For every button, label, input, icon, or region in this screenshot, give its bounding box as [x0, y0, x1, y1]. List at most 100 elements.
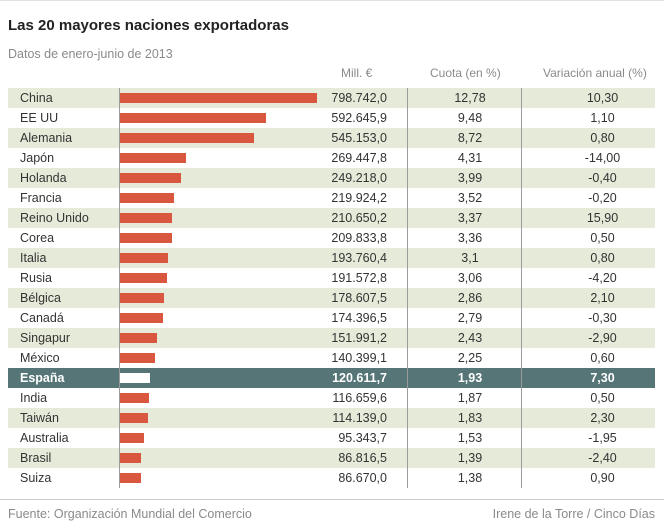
header-change: Variación anual (%): [543, 66, 647, 80]
annual-change-value: 0,80: [590, 131, 615, 145]
share-value: 1,39: [457, 451, 483, 465]
footer-divider: [0, 499, 664, 500]
annual-change-value: -1,95: [588, 431, 617, 445]
country-label: China: [20, 91, 53, 105]
export-bar: [120, 253, 168, 263]
share-value: 2,43: [457, 331, 483, 345]
share-value: 9,48: [457, 111, 483, 125]
export-value: 798.742,0: [331, 91, 387, 105]
export-value: 545.153,0: [331, 131, 387, 145]
country-label: Australia: [20, 431, 69, 445]
country-label: España: [20, 371, 65, 385]
annual-change-value: 1,10: [590, 111, 615, 125]
share-value: 1,83: [457, 411, 483, 425]
export-value: 86.816,5: [338, 451, 387, 465]
chart-title: Las 20 mayores naciones exportadoras: [8, 17, 289, 34]
table-row: Francia 219.924,2 3,52 -0,20: [8, 188, 655, 208]
export-bar: [120, 133, 254, 143]
annual-change-value: -0,30: [588, 311, 617, 325]
export-value: 592.645,9: [331, 111, 387, 125]
table-row: México 140.399,1 2,25 0,60: [8, 348, 655, 368]
share-value: 1,53: [457, 431, 483, 445]
export-bar: [120, 93, 317, 103]
country-label: Japón: [20, 151, 55, 165]
export-bar: [120, 273, 167, 283]
country-label: Holanda: [20, 171, 67, 185]
share-value: 1,38: [457, 471, 483, 485]
table-row: Taiwán 114.139,0 1,83 2,30: [8, 408, 655, 428]
table-row: EE UU 592.645,9 9,48 1,10: [8, 108, 655, 128]
column-divider-share: [521, 88, 522, 488]
export-value: 116.659,6: [332, 391, 387, 405]
share-value: 3,36: [457, 231, 483, 245]
export-bar: [120, 393, 149, 403]
export-bar: [120, 173, 181, 183]
export-bar: [120, 313, 163, 323]
country-label: Alemania: [20, 131, 73, 145]
export-bar: [120, 413, 148, 423]
share-value: 1,87: [457, 391, 483, 405]
export-value: 209.833,8: [331, 231, 387, 245]
table-row: Singapur 151.991,2 2,43 -2,90: [8, 328, 655, 348]
export-bar: [120, 353, 155, 363]
annual-change-value: 2,30: [590, 411, 615, 425]
table-row: China 798.742,0 12,78 10,30: [8, 88, 655, 108]
annual-change-value: -14,00: [584, 151, 621, 165]
table-row: Rusia 191.572,8 3,06 -4,20: [8, 268, 655, 288]
country-label: Italia: [20, 251, 47, 265]
exporters-table: China 798.742,0 12,78 10,30 EE UU 592.645,9 9,…: [8, 88, 655, 488]
share-value: 3,99: [457, 171, 483, 185]
credit-note: Irene de la Torre / Cinco Días: [492, 507, 655, 521]
table-row: Italia 193.760,4 3,1 0,80: [8, 248, 655, 268]
annual-change-value: 0,60: [590, 351, 615, 365]
annual-change-value: 0,90: [590, 471, 615, 485]
export-value: 193.760,4: [331, 251, 387, 265]
export-bar: [120, 373, 150, 383]
export-bar: [120, 473, 141, 483]
country-label: India: [20, 391, 48, 405]
export-value: 174.396,5: [331, 311, 387, 325]
share-value: 4,31: [457, 151, 483, 165]
table-row: Canadá 174.396,5 2,79 -0,30: [8, 308, 655, 328]
annual-change-value: -4,20: [588, 271, 617, 285]
share-value: 3,1: [461, 251, 479, 265]
table-row: Suiza 86.670,0 1,38 0,90: [8, 468, 655, 488]
share-value: 12,78: [454, 91, 486, 105]
share-value: 2,79: [457, 311, 483, 325]
column-divider-value: [407, 88, 408, 488]
annual-change-value: -0,20: [588, 191, 617, 205]
annual-change-value: -0,40: [588, 171, 617, 185]
export-value: 86.670,0: [338, 471, 387, 485]
annual-change-value: 7,30: [590, 371, 615, 385]
country-label: Brasil: [20, 451, 52, 465]
export-bar: [120, 213, 172, 223]
top-divider: [0, 0, 664, 1]
export-value: 249.218,0: [331, 171, 387, 185]
country-label: Francia: [20, 191, 62, 205]
export-bar: [120, 153, 186, 163]
country-label: México: [20, 351, 60, 365]
table-row: Alemania 545.153,0 8,72 0,80: [8, 128, 655, 148]
source-note: Fuente: Organización Mundial del Comerci…: [8, 507, 252, 521]
column-divider-bars: [119, 88, 120, 488]
export-value: 210.650,2: [331, 211, 387, 225]
share-value: 1,93: [457, 371, 483, 385]
export-value: 120.611,7: [332, 371, 387, 385]
annual-change-value: 0,50: [590, 391, 615, 405]
export-value: 140.399,1: [331, 351, 387, 365]
export-bar: [120, 433, 144, 443]
table-row: India 116.659,6 1,87 0,50: [8, 388, 655, 408]
table-row: Corea 209.833,8 3,36 0,50: [8, 228, 655, 248]
share-value: 2,25: [457, 351, 483, 365]
country-label: Canadá: [20, 311, 64, 325]
share-value: 8,72: [457, 131, 483, 145]
table-row: Bélgica 178.607,5 2,86 2,10: [8, 288, 655, 308]
country-label: Taiwán: [20, 411, 59, 425]
chart-subtitle: Datos de enero-junio de 2013: [8, 47, 173, 61]
export-bar: [120, 293, 164, 303]
share-value: 2,86: [457, 291, 483, 305]
annual-change-value: -2,40: [588, 451, 617, 465]
annual-change-value: 0,50: [590, 231, 615, 245]
header-share: Cuota (en %): [430, 66, 501, 80]
export-value: 114.139,0: [332, 411, 387, 425]
